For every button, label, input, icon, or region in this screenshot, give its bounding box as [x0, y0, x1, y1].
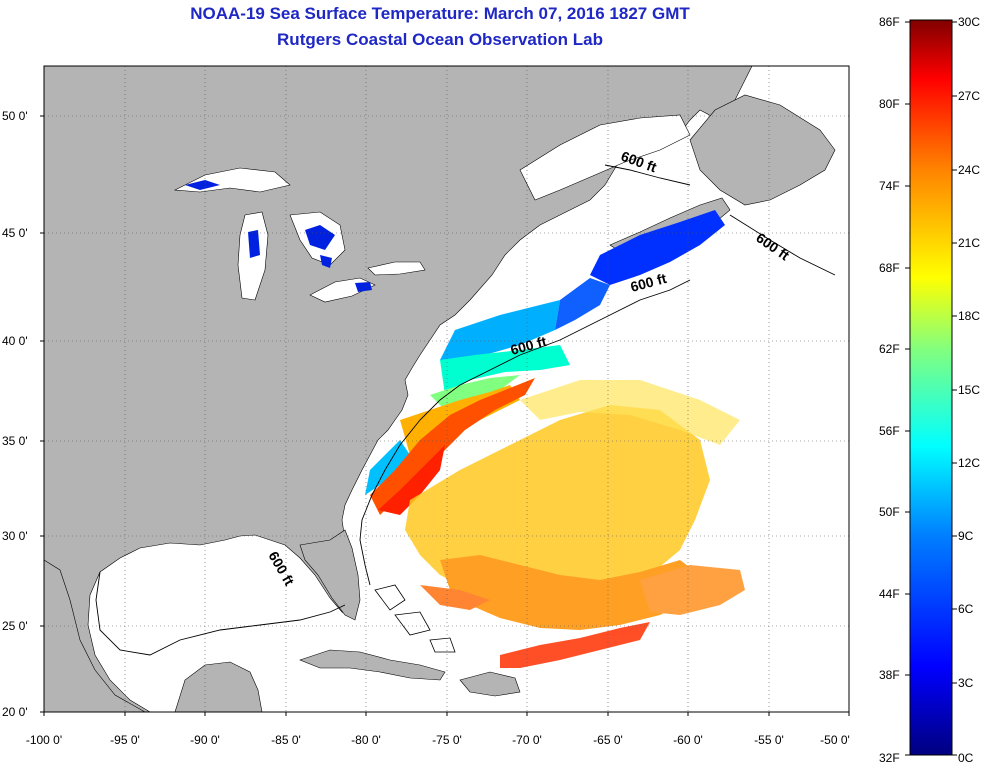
colorbar-ticks	[905, 21, 957, 756]
lat-label: 25 0'	[2, 619, 28, 633]
lon-label: -90 0'	[190, 733, 220, 747]
bahamas-land	[374, 584, 456, 653]
colorbar-f-label: 32F	[879, 751, 900, 765]
colorbar-f-label: 74F	[879, 179, 900, 193]
colorbar-f-label: 86F	[879, 15, 900, 29]
colorbar	[909, 19, 953, 756]
colorbar-c-label: 0C	[958, 751, 974, 765]
lon-label: -55 0'	[754, 733, 784, 747]
colorbar-c-label: 18C	[958, 309, 980, 323]
lon-label: -85 0'	[271, 733, 301, 747]
colorbar-c-label: 27C	[958, 89, 980, 103]
lon-label: -50 0'	[820, 733, 850, 747]
colorbar-c-label: 12C	[958, 456, 980, 470]
lon-label: -95 0'	[110, 733, 140, 747]
lon-label: -75 0'	[432, 733, 462, 747]
colorbar-c-label: 24C	[958, 163, 980, 177]
lat-label: 30 0'	[2, 529, 28, 543]
600ft-contour-line	[95, 164, 836, 656]
colorbar-c-label: 9C	[958, 529, 974, 543]
florida-land	[299, 529, 361, 621]
colorbar-f-label: 62F	[879, 342, 900, 356]
frame-ticks	[40, 115, 850, 716]
map-title: NOAA-19 Sea Surface Temperature: March 0…	[190, 4, 690, 23]
colorbar-c-label: 3C	[958, 676, 974, 690]
cuba-land	[299, 649, 446, 681]
hispaniola-land	[459, 671, 521, 697]
yucatan-land	[174, 661, 263, 712]
map-subtitle: Rutgers Coastal Ocean Observation Lab	[277, 30, 603, 49]
north-america-land	[44, 66, 753, 712]
colorbar-c-label: 21C	[958, 236, 980, 250]
lon-label: -65 0'	[593, 733, 623, 747]
st-lawrence-water	[519, 114, 691, 201]
lat-label: 20 0'	[2, 705, 28, 719]
colorbar-f-label: 50F	[879, 505, 900, 519]
colorbar-f-label: 44F	[879, 587, 900, 601]
lat-label: 40 0'	[2, 334, 28, 348]
colorbar-c-label: 15C	[958, 383, 980, 397]
lat-label: 35 0'	[2, 434, 28, 448]
lon-label: -70 0'	[512, 733, 542, 747]
lon-label: -80 0'	[351, 733, 381, 747]
colorbar-f-label: 80F	[879, 97, 900, 111]
lake-temperature-patches	[185, 180, 372, 292]
sst-gulf-stream	[370, 378, 535, 515]
sst-open-ocean	[405, 380, 745, 668]
colorbar-c-label: 30C	[958, 15, 980, 29]
lon-label: -100 0'	[26, 733, 62, 747]
colorbar-f-label: 56F	[879, 424, 900, 438]
lon-label: -60 0'	[673, 733, 703, 747]
mexico-land	[44, 559, 146, 712]
colorbar-f-label: 38F	[879, 668, 900, 682]
newfoundland-land	[689, 94, 836, 206]
lat-label: 50 0'	[2, 109, 28, 123]
colorbar-c-label: 6C	[958, 602, 974, 616]
lat-label: 45 0'	[2, 226, 28, 240]
lake-ontario	[367, 261, 426, 276]
colorbar-f-label: 68F	[879, 261, 900, 275]
